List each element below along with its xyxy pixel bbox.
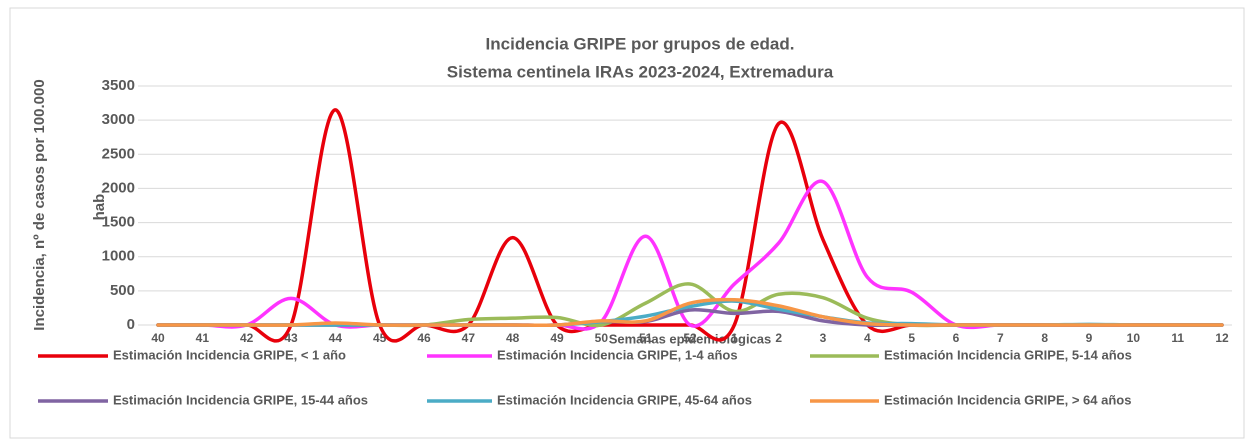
x-tick-label: 49 — [550, 331, 564, 345]
x-tick-label: 7 — [997, 331, 1004, 345]
legend-label: Estimación Incidencia GRIPE, 15-44 años — [113, 392, 368, 407]
x-tick-label: 51 — [639, 331, 653, 345]
x-tick-label: 48 — [506, 331, 520, 345]
series-line — [156, 297, 1224, 328]
chart-title: Incidencia GRIPE por grupos de edad. — [486, 34, 795, 53]
y-tick-label: 3000 — [102, 111, 135, 128]
chart-title: Sistema centinela IRAs 2023-2024, Extrem… — [447, 62, 834, 81]
legend-label: Estimación Incidencia GRIPE, > 64 años — [884, 392, 1131, 407]
y-tick-label: 2000 — [102, 179, 135, 196]
y-tick-label: 500 — [110, 282, 135, 299]
x-tick-label: 11 — [1171, 331, 1184, 345]
x-tick-label: 1 — [731, 331, 738, 345]
x-tick-label: 46 — [417, 331, 431, 345]
legend-label: Estimación Incidencia GRIPE, < 1 año — [113, 347, 346, 362]
x-tick-label: 6 — [953, 331, 960, 345]
x-tick-label: 5 — [908, 331, 915, 345]
x-tick-label: 4 — [864, 331, 871, 345]
legend-label: Estimación Incidencia GRIPE, 1-4 años — [497, 347, 738, 362]
x-tick-label: 41 — [196, 331, 210, 345]
y-axis-label: Incidencia, nº de casos por 100.000 hab. — [31, 79, 108, 330]
x-tick-label: 42 — [240, 331, 254, 345]
x-tick-label: 8 — [1041, 331, 1048, 345]
y-tick-label: 1000 — [102, 248, 135, 265]
y-tick-label: 0 — [127, 316, 135, 333]
x-tick-label: 44 — [329, 331, 343, 345]
x-tick-label: 3 — [820, 331, 827, 345]
x-tick-label: 40 — [151, 331, 165, 345]
y-axis-label-line: hab. — [91, 190, 108, 221]
legend-label: Estimación Incidencia GRIPE, 45-64 años — [497, 392, 752, 407]
x-tick-label: 52 — [683, 331, 697, 345]
x-tick-label: 50 — [595, 331, 609, 345]
x-tick-label: 10 — [1127, 331, 1141, 345]
y-tick-label: 1500 — [102, 214, 135, 231]
legend-label: Estimación Incidencia GRIPE, 5-14 años — [884, 347, 1132, 362]
y-tick-label: 2500 — [102, 145, 135, 162]
y-axis-label-line: Incidencia, nº de casos por 100.000 — [31, 79, 48, 330]
x-tick-label: 2 — [775, 331, 782, 345]
x-axis-label: Semanas epidemiológicas — [609, 331, 772, 346]
x-tick-label: 9 — [1086, 331, 1093, 345]
x-tick-label: 47 — [462, 331, 476, 345]
x-tick-label: 12 — [1215, 331, 1229, 345]
y-tick-label: 3500 — [102, 77, 135, 94]
